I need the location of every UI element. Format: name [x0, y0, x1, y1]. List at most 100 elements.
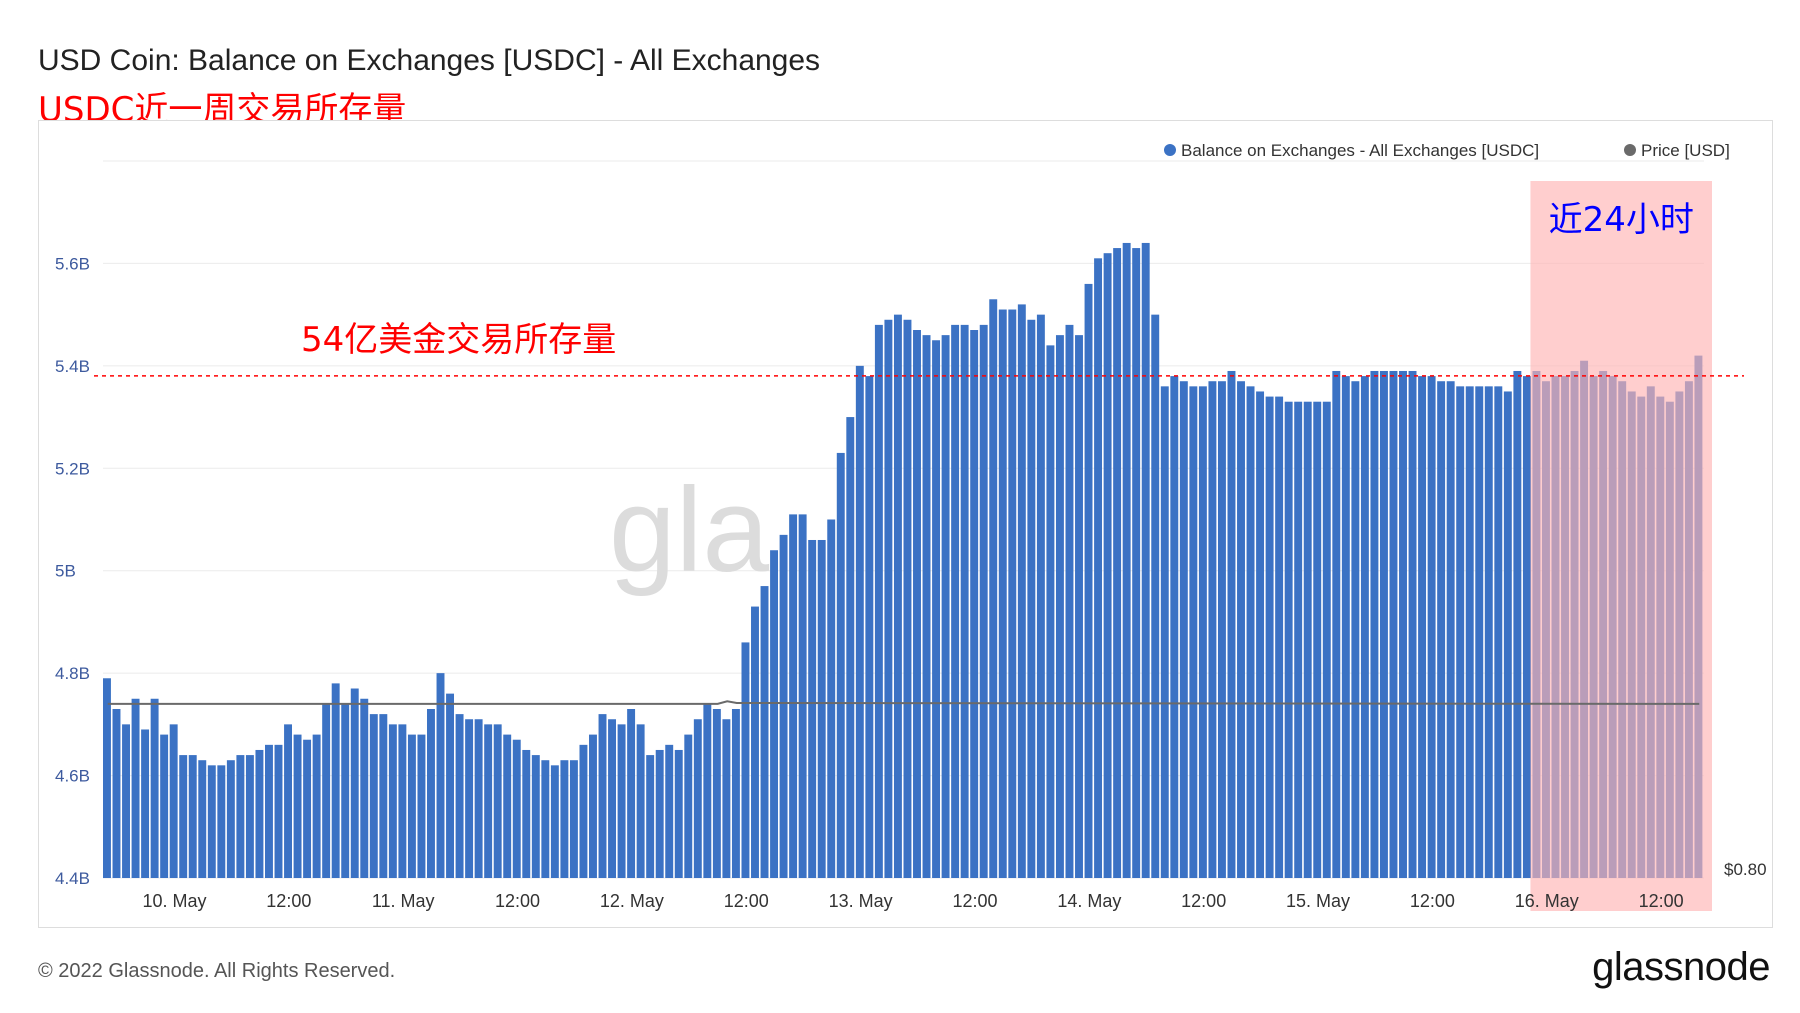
balance-bar-111 — [1160, 386, 1169, 878]
balance-bar-86 — [922, 335, 931, 879]
x-tick-label-5: 12:00 — [724, 891, 769, 911]
balance-bar-57 — [646, 755, 655, 878]
balance-bar-142 — [1456, 386, 1465, 878]
balance-bar-78 — [846, 417, 855, 878]
balance-bar-118 — [1227, 370, 1236, 878]
balance-bar-96 — [1017, 304, 1026, 878]
balance-bar-54 — [617, 724, 626, 878]
x-tick-label-2: 11. May — [372, 891, 435, 911]
balance-bar-76 — [827, 519, 836, 878]
y-tick-label-1: 4.6B — [55, 767, 90, 786]
copyright-text: © 2022 Glassnode. All Rights Reserved. — [38, 960, 396, 982]
balance-bar-67 — [741, 642, 750, 878]
y-tick-label-5: 5.4B — [55, 357, 90, 376]
balance-bar-79 — [855, 365, 864, 878]
balance-bar-47 — [550, 765, 559, 878]
balance-bar-106 — [1113, 248, 1122, 879]
balance-bar-18 — [274, 744, 283, 878]
balance-bar-140 — [1437, 381, 1446, 878]
balance-bar-93 — [989, 299, 998, 878]
balance-bar-12 — [217, 765, 226, 878]
balance-bar-69 — [760, 586, 769, 878]
balance-bar-95 — [1008, 309, 1017, 878]
balance-bar-4 — [141, 729, 150, 878]
x-tick-label-7: 12:00 — [952, 891, 997, 911]
balance-bar-46 — [541, 760, 550, 878]
balance-bar-80 — [865, 376, 874, 878]
balance-bar-94 — [998, 309, 1007, 878]
legend-dot-balance — [1164, 144, 1176, 156]
balance-bar-23 — [322, 703, 331, 878]
balance-bar-88 — [941, 335, 950, 879]
balance-bar-55 — [627, 708, 636, 878]
balance-bar-131 — [1351, 381, 1360, 878]
balance-bar-89 — [951, 324, 960, 878]
balance-bar-77 — [836, 452, 845, 878]
balance-bar-87 — [932, 340, 941, 878]
balance-bar-9 — [188, 755, 197, 878]
balance-bar-126 — [1303, 401, 1312, 878]
balance-bar-121 — [1256, 391, 1265, 878]
balance-bar-92 — [979, 324, 988, 878]
balance-bar-3 — [131, 698, 140, 878]
balance-bar-138 — [1418, 376, 1427, 878]
balance-bar-145 — [1484, 386, 1493, 878]
balance-bar-85 — [913, 330, 921, 878]
balance-bar-45 — [531, 755, 540, 878]
balance-bar-129 — [1332, 370, 1341, 878]
balance-bar-10 — [198, 760, 207, 878]
balance-bar-105 — [1103, 253, 1112, 878]
balance-bar-99 — [1046, 345, 1055, 878]
x-tick-label-11: 12:00 — [1410, 891, 1455, 911]
chart-panel: gla Twitter @Phyrex_Ni 近24小时 54亿美金交易所存量 4… — [38, 120, 1773, 928]
balance-bar-125 — [1294, 401, 1303, 878]
balance-bar-40 — [484, 724, 493, 878]
y-tick-label-4: 5.2B — [55, 459, 90, 478]
balance-bar-6 — [160, 734, 169, 878]
balance-bar-148 — [1513, 370, 1522, 878]
balance-bar-141 — [1446, 381, 1455, 878]
balance-bar-91 — [970, 330, 979, 878]
balance-bar-8 — [179, 755, 188, 878]
balance-bar-28 — [369, 714, 378, 878]
balance-bar-134 — [1379, 370, 1388, 878]
balance-bar-37 — [455, 714, 464, 878]
x-tick-label-3: 12:00 — [495, 891, 540, 911]
balance-bar-123 — [1275, 396, 1284, 878]
x-tick-label-1: 12:00 — [266, 891, 311, 911]
balance-bar-25 — [341, 703, 350, 878]
balance-bar-60 — [674, 749, 683, 878]
balance-bar-53 — [608, 719, 617, 878]
x-tick-label-10: 15. May — [1286, 891, 1350, 911]
reference-line-group: 54亿美金交易所存量 — [94, 320, 1744, 377]
balance-bar-36 — [446, 693, 455, 878]
legend-entry-price[interactable]: Price [USD] — [1641, 141, 1730, 160]
highlight-rect — [1530, 181, 1712, 911]
balance-bar-115 — [1198, 386, 1207, 878]
balance-bar-97 — [1027, 319, 1036, 878]
balance-bar-103 — [1084, 283, 1093, 878]
balance-bar-32 — [407, 734, 416, 878]
balance-bar-136 — [1399, 370, 1407, 878]
balance-bar-135 — [1389, 370, 1398, 878]
balance-bar-62 — [693, 719, 702, 878]
x-tick-label-4: 12. May — [600, 891, 664, 911]
reference-line-label: 54亿美金交易所存量 — [301, 320, 616, 360]
balance-bar-65 — [722, 719, 731, 878]
balance-bar-21 — [303, 739, 312, 878]
x-tick-label-0: 10. May — [142, 891, 206, 911]
balance-bar-0 — [103, 678, 111, 878]
balance-bar-59 — [665, 744, 674, 878]
balance-bar-122 — [1265, 396, 1274, 878]
legend[interactable]: Balance on Exchanges - All Exchanges [US… — [1164, 141, 1730, 160]
balance-bar-81 — [874, 324, 883, 878]
price-line — [107, 700, 1700, 705]
last-24h-highlight: 近24小时 — [1530, 181, 1712, 911]
balance-bar-124 — [1284, 401, 1293, 878]
highlight-label: 近24小时 — [1549, 200, 1694, 240]
balance-bar-29 — [379, 714, 388, 878]
balance-bar-17 — [265, 744, 273, 878]
legend-entry-balance[interactable]: Balance on Exchanges - All Exchanges [US… — [1181, 141, 1539, 160]
balance-bar-70 — [770, 550, 779, 878]
balance-bar-22 — [312, 734, 321, 878]
